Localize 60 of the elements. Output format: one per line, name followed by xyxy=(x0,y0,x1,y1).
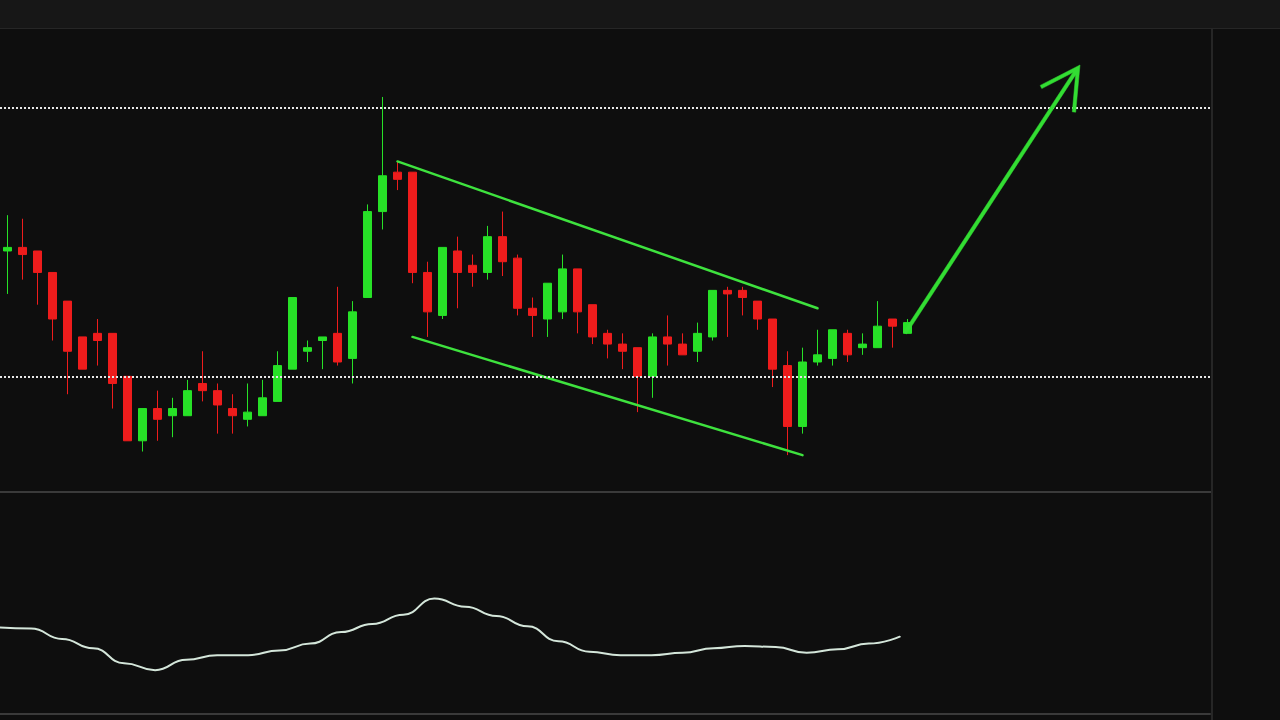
candlestick xyxy=(333,286,342,367)
candlestick xyxy=(828,329,837,367)
candlestick xyxy=(243,382,252,427)
candlestick xyxy=(468,254,477,288)
candlestick xyxy=(378,96,387,230)
candlestick xyxy=(558,254,567,320)
candlestick xyxy=(858,332,867,356)
candlestick xyxy=(483,225,492,281)
candlestick xyxy=(543,282,552,338)
candlestick xyxy=(513,254,522,316)
candlestick xyxy=(663,314,672,367)
candlestick xyxy=(228,393,237,435)
candlestick xyxy=(18,218,27,281)
candlestick xyxy=(453,236,462,309)
candlestick xyxy=(753,300,762,331)
candlestick xyxy=(138,408,147,453)
candlestick xyxy=(693,322,702,363)
candlestick xyxy=(303,340,312,363)
candlestick xyxy=(78,336,87,370)
candlestick xyxy=(588,304,597,345)
candlestick xyxy=(708,289,717,342)
candlestick xyxy=(198,350,207,402)
candlestick xyxy=(798,347,807,435)
candlestick xyxy=(273,350,282,402)
candlestick xyxy=(408,171,417,284)
candlestick xyxy=(843,329,852,363)
candlestick xyxy=(348,300,357,384)
candlestick xyxy=(48,271,57,342)
candlestick xyxy=(363,203,372,299)
candlestick xyxy=(63,300,72,395)
candlestick xyxy=(498,211,507,277)
candlestick xyxy=(738,286,747,316)
candlestick xyxy=(183,379,192,417)
candlestick xyxy=(3,214,12,295)
candlestick xyxy=(318,336,327,370)
candlestick xyxy=(393,160,402,191)
candlestick xyxy=(288,297,297,370)
candlestick xyxy=(678,332,687,356)
candlestick xyxy=(723,286,732,338)
candlestick xyxy=(633,347,642,413)
candlestick xyxy=(648,332,657,399)
candlestick xyxy=(783,350,792,456)
candlestick xyxy=(768,318,777,388)
candlestick xyxy=(93,318,102,367)
candlestick xyxy=(213,382,222,435)
candlestick xyxy=(168,397,177,438)
candlestick xyxy=(873,300,882,349)
candlestick xyxy=(33,250,42,306)
candlestick xyxy=(603,329,612,359)
candlestick xyxy=(438,246,447,320)
candlestick xyxy=(618,332,627,370)
candlestick xyxy=(888,318,897,349)
candlestick xyxy=(123,375,132,442)
candlestick xyxy=(573,268,582,334)
candlestick xyxy=(423,261,432,338)
candlestick xyxy=(813,329,822,367)
candlestick xyxy=(108,332,117,410)
candlestick xyxy=(528,297,537,338)
candlestick xyxy=(258,379,267,417)
candlestick xyxy=(153,390,162,442)
